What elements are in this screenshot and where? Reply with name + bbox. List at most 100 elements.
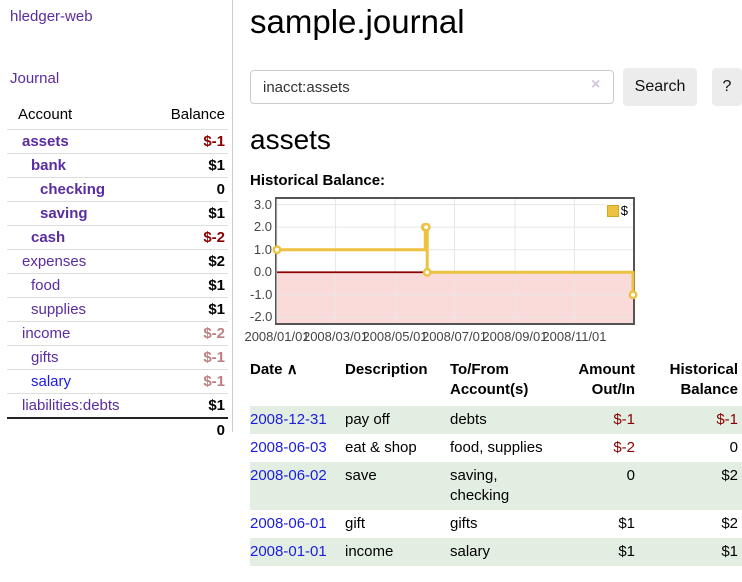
search-input[interactable] xyxy=(250,70,614,104)
balance-chart: 3.0 2.0 1.0 0.0 -1.0 -2.0 $ 2008/01/01 2… xyxy=(244,196,650,349)
sidebar-item-journal[interactable]: Journal xyxy=(10,70,60,87)
x-axis-tick-label: 2008/07/01 xyxy=(421,329,488,344)
clear-search-icon[interactable]: × xyxy=(591,76,601,93)
transaction-date-link[interactable]: 2008-06-03 xyxy=(250,439,327,456)
account-balance: $2 xyxy=(208,253,225,270)
account-link[interactable]: saving xyxy=(40,205,88,222)
accounts-header-account: Account xyxy=(18,106,73,123)
legend-label: $ xyxy=(620,203,628,218)
register-header-row: Date ∧ Description To/From Account(s) Am… xyxy=(250,360,742,406)
transaction-row[interactable]: 2008-06-03 eat & shop food, supplies $-2… xyxy=(250,434,742,462)
transaction-amount: 0 xyxy=(626,467,635,484)
transaction-accounts: saving, checking xyxy=(450,467,510,504)
transaction-accounts: debts xyxy=(450,411,487,428)
column-header-description: Description xyxy=(345,361,428,378)
account-link[interactable]: liabilities:debts xyxy=(22,397,120,414)
transaction-amount: $1 xyxy=(618,543,635,560)
sort-ascending-icon: ∧ xyxy=(286,361,298,378)
account-balance: $1 xyxy=(208,397,225,414)
column-header-balance: Historical Balance xyxy=(669,361,738,398)
x-axis-tick-label: 2008/11/01 xyxy=(542,329,607,344)
account-row-expenses[interactable]: expenses $2 xyxy=(7,249,228,274)
x-axis-tick-label: 2008/05/01 xyxy=(362,329,428,344)
y-axis-tick-label: 3.0 xyxy=(253,196,272,212)
help-button[interactable]: ? xyxy=(712,68,742,106)
account-balance: 0 xyxy=(216,181,225,198)
account-link[interactable]: income xyxy=(22,325,71,342)
x-axis-tick-label: 2008/09/01 xyxy=(482,329,548,344)
account-link[interactable]: checking xyxy=(40,181,106,198)
account-link[interactable]: gifts xyxy=(31,349,59,366)
y-axis-tick-label: -2.0 xyxy=(250,309,273,325)
page-title: sample.journal xyxy=(250,3,465,40)
account-row-salary[interactable]: salary $-1 xyxy=(7,369,228,394)
transaction-balance: $-1 xyxy=(716,411,738,428)
transaction-row[interactable]: 2008-06-02 save saving, checking 0 $2 xyxy=(250,462,742,510)
transaction-amount: $1 xyxy=(618,515,635,532)
main-content: sample.journal × Search ? assets Histori… xyxy=(244,0,742,582)
transaction-amount: $-2 xyxy=(613,439,635,456)
account-row-food[interactable]: food $1 xyxy=(7,273,228,298)
account-row-gifts[interactable]: gifts $-1 xyxy=(7,345,228,370)
chart-plot-area: $ xyxy=(272,197,638,325)
account-row-assets[interactable]: assets $-1 xyxy=(7,129,228,154)
account-balance: $-2 xyxy=(203,229,225,246)
transaction-date-link[interactable]: 2008-01-01 xyxy=(250,543,327,560)
account-row-income[interactable]: income $-2 xyxy=(7,321,228,346)
account-row-supplies[interactable]: supplies $1 xyxy=(7,297,228,322)
transaction-date-link[interactable]: 2008-12-31 xyxy=(250,411,327,428)
account-balance: $-2 xyxy=(203,325,225,342)
account-link[interactable]: assets xyxy=(22,133,69,150)
transaction-accounts: food, supplies xyxy=(450,439,543,456)
account-row-checking[interactable]: checking 0 xyxy=(7,177,228,202)
legend-swatch-icon xyxy=(606,204,619,217)
search-button[interactable]: Search xyxy=(623,68,697,106)
account-balance: $1 xyxy=(208,157,225,174)
account-heading: assets xyxy=(250,124,331,155)
accounts-total-value: 0 xyxy=(216,422,225,439)
account-balance: $-1 xyxy=(203,373,225,390)
transaction-balance: $1 xyxy=(721,543,738,560)
chart-canvas xyxy=(272,199,638,323)
transaction-row[interactable]: 2008-01-01 income salary $1 $1 xyxy=(250,538,742,566)
transaction-balance: 0 xyxy=(729,439,738,456)
account-balance: $1 xyxy=(208,277,225,294)
y-axis-tick-label: 1.0 xyxy=(253,241,272,257)
y-axis-tick-label: 2.0 xyxy=(253,219,272,235)
account-row-bank[interactable]: bank $1 xyxy=(7,153,228,178)
brand-link[interactable]: hledger-web xyxy=(10,8,93,25)
transaction-accounts: salary xyxy=(450,543,491,560)
account-link[interactable]: bank xyxy=(31,157,67,174)
account-link[interactable]: food xyxy=(31,277,61,294)
x-axis-tick-label: 2008/01/01 xyxy=(244,329,310,344)
account-balance: $-1 xyxy=(203,133,225,150)
column-header-amount: Amount Out/In xyxy=(578,361,635,398)
transaction-description: pay off xyxy=(345,411,390,428)
x-axis-tick-label: 2008/03/01 xyxy=(302,329,369,344)
transaction-date-link[interactable]: 2008-06-02 xyxy=(250,467,327,484)
account-row-saving[interactable]: saving $1 xyxy=(7,201,228,226)
accounts-header-balance: Balance xyxy=(170,106,225,123)
transaction-row[interactable]: 2008-12-31 pay off debts $-1 $-1 xyxy=(250,406,742,434)
account-link[interactable]: expenses xyxy=(22,253,87,270)
sidebar: hledger-web Journal Account Balance asse… xyxy=(0,0,233,439)
y-axis-tick-label: -1.0 xyxy=(250,286,273,302)
account-link[interactable]: salary xyxy=(31,373,72,390)
transaction-description: gift xyxy=(345,515,366,532)
accounts-table: Account Balance assets $-1 bank $1 check… xyxy=(7,101,228,442)
column-header-date[interactable]: Date ∧ xyxy=(250,361,298,378)
account-link[interactable]: cash xyxy=(31,229,66,246)
account-link[interactable]: supplies xyxy=(31,301,87,318)
transaction-description: income xyxy=(345,543,394,560)
column-header-accounts: To/From Account(s) xyxy=(450,361,529,398)
chart-title: Historical Balance: xyxy=(250,172,386,189)
transaction-date-link[interactable]: 2008-06-01 xyxy=(250,515,327,532)
transaction-row[interactable]: 2008-06-01 gift gifts $1 $2 xyxy=(250,510,742,538)
account-balance: $1 xyxy=(208,301,225,318)
account-row-liabilities-debts[interactable]: liabilities:debts $1 xyxy=(7,393,228,419)
account-balance: $1 xyxy=(208,205,225,222)
transaction-balance: $2 xyxy=(721,515,738,532)
account-row-cash[interactable]: cash $-2 xyxy=(7,225,228,250)
chart-legend: $ xyxy=(604,202,630,219)
transaction-accounts: gifts xyxy=(450,515,478,532)
